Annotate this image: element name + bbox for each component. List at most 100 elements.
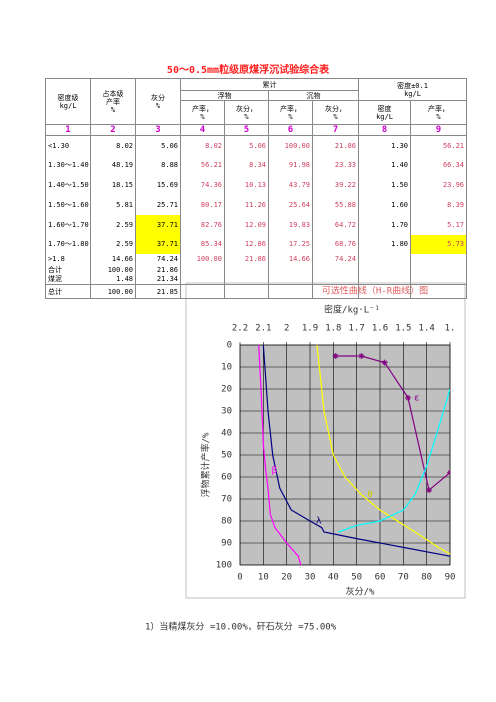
column-number: 6 — [268, 124, 313, 136]
cell-text: kg/L — [376, 112, 393, 121]
table-cell — [409, 253, 468, 265]
cell-text: 产率， — [280, 104, 301, 113]
point — [381, 359, 388, 366]
cell-text: <1.30 — [48, 141, 70, 150]
cell-text: 8 — [381, 125, 388, 135]
y-tick-label: 50 — [221, 451, 232, 461]
cell-text: 沉物 — [306, 91, 321, 100]
cell-text: 48.19 — [111, 161, 133, 169]
cell-text: >1.8 — [48, 255, 65, 263]
cell-text: % — [155, 101, 161, 110]
cell-text: 85.34 — [200, 240, 222, 248]
cell-text: kg/L — [404, 89, 421, 98]
y-tick-label: 70 — [221, 495, 232, 505]
cell-text: 2 — [110, 125, 116, 135]
table-row: 1.60～1.70 2.59 37.71 82.76 12.09 19.83 64.72 1.… — [45, 214, 468, 235]
cell-text: 74.36 — [200, 180, 222, 189]
cell-text: % — [110, 105, 116, 114]
cell-text: 1.50～1.60 — [48, 200, 89, 209]
header-cell: 产率，% — [409, 100, 468, 125]
cell-text: 37.71 — [156, 240, 178, 248]
x2-tick-label: 2.1 — [255, 324, 271, 334]
cell-text: 19.83 — [288, 220, 310, 229]
y-tick-label: 10 — [221, 363, 232, 373]
table-cell: 23.96 — [409, 174, 468, 195]
x2-tick-label: 2.2 — [232, 324, 248, 334]
curve — [258, 345, 302, 565]
cell-text: 1.50 — [391, 180, 408, 189]
table-row: >1.8 14.66 74.24 100.00 21.86 14.66 74.24 — [45, 253, 468, 265]
table-row: <1.30 8.02 5.06 8.02 5.06 100.00 21.86 1.30 56.2… — [45, 135, 468, 156]
plot-series — [258, 345, 450, 565]
curve-label: λ — [316, 517, 322, 527]
cell-text: 37.71 — [156, 220, 178, 229]
cell-text: 18.15 — [111, 180, 133, 189]
cell-text: 14.66 — [288, 255, 310, 263]
cell-text: 8.02 — [205, 141, 222, 150]
doc-title: 50～0.5mm粒级原煤浮沉试验综合表 — [166, 65, 330, 76]
cell-text: 21.85 — [156, 287, 178, 296]
x2-tick-label: 2 — [284, 324, 289, 334]
y-tick-label: 0 — [227, 341, 232, 351]
x2-tick-label: 1.9 — [302, 324, 318, 334]
cell-text: % — [200, 112, 205, 121]
cell-text: 12.86 — [244, 240, 266, 248]
x2-tick-label: 1. — [445, 324, 456, 334]
table-cell: 66.34 — [409, 155, 468, 175]
cell-text: 灰分， — [236, 104, 257, 113]
cell-text: 2.59 — [116, 220, 133, 229]
cell-text: 煤泥 — [48, 275, 62, 284]
cell-text: 82.76 — [200, 220, 222, 229]
cell-text: 8.88 — [161, 161, 178, 169]
y-tick-label: 100 — [216, 561, 232, 571]
cell-text: 2.59 — [116, 240, 133, 248]
curve — [337, 388, 450, 533]
x2-tick-label: 1.8 — [325, 324, 341, 334]
cell-text: 1.40 — [391, 161, 408, 169]
cell-text: 68.76 — [334, 240, 356, 248]
cell-text: 密度±0.1 — [397, 81, 428, 90]
cell-text: 1.30～1.40 — [48, 161, 89, 169]
table-cell: 21.85 — [135, 284, 181, 299]
x2-tick-label: 1.7 — [349, 324, 365, 334]
cell-text: % — [436, 112, 441, 121]
cell-text: 25.64 — [288, 200, 310, 209]
cell-text: 占本级 — [102, 89, 124, 98]
column-number: 5 — [224, 124, 269, 136]
cell-text: 累计 — [262, 80, 277, 89]
cell-text: 74.24 — [156, 255, 178, 263]
cell-text: 5 — [243, 125, 250, 135]
cell-text: 21.86 — [244, 255, 266, 263]
table-row: 1.30～1.40 48.19 8.88 56.21 8.34 91.98 23.33 1.4… — [45, 155, 468, 175]
header-cell: 占本级 产率% — [90, 78, 136, 125]
cell-text: 100.00 — [284, 141, 310, 150]
cell-text: 23.33 — [334, 161, 356, 169]
x2-tick-label: 1.5 — [395, 324, 411, 334]
cell-text: 1.80 — [391, 240, 408, 248]
cell-text: 灰分 — [151, 93, 165, 102]
x-tick-label: 40 — [328, 573, 339, 583]
cell-text: 66.34 — [442, 161, 465, 169]
x2-tick-label: 1.4 — [419, 324, 435, 334]
curve — [335, 355, 450, 492]
x-tick-label: 80 — [421, 573, 432, 583]
cell-text: 密度 — [377, 104, 392, 113]
cell-text: 5.81 — [116, 200, 133, 209]
header-cell: 产率，% — [180, 100, 225, 125]
x-tick-label: 20 — [281, 573, 292, 583]
y-tick-label: 90 — [221, 539, 232, 549]
data-table: 密度级 kg/L 占本级 产率% 灰分% 累计 密度±0.1 kg/L 浮物 沉物 产率，% 灰分，%… — [45, 78, 468, 299]
table-row: 产率，% 灰分，% 产率，% 灰分，% 密度 kg/L 产率，% — [46, 100, 468, 125]
cell-text: 产率， — [428, 104, 449, 113]
table-cell — [409, 274, 468, 285]
cell-text: 产率， — [192, 104, 213, 113]
cell-text: 23.96 — [442, 180, 465, 189]
curve — [262, 345, 450, 557]
y-tick-label: 30 — [221, 407, 232, 417]
cell-text: kg/L — [59, 101, 77, 110]
cell-text: 43.79 — [288, 180, 310, 189]
note: 1）当精煤灰分 =10.00%，矸石灰分 =75.00% — [145, 621, 337, 633]
cell-text: 1.30 — [391, 141, 408, 150]
point — [358, 353, 365, 359]
